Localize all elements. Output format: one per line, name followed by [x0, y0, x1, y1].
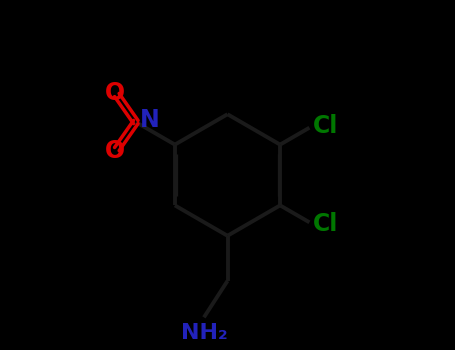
- Text: Cl: Cl: [313, 212, 339, 236]
- Text: N: N: [140, 108, 160, 132]
- Text: O: O: [105, 81, 125, 105]
- Text: Cl: Cl: [313, 114, 339, 138]
- Text: NH₂: NH₂: [181, 323, 228, 343]
- Text: O: O: [105, 139, 125, 163]
